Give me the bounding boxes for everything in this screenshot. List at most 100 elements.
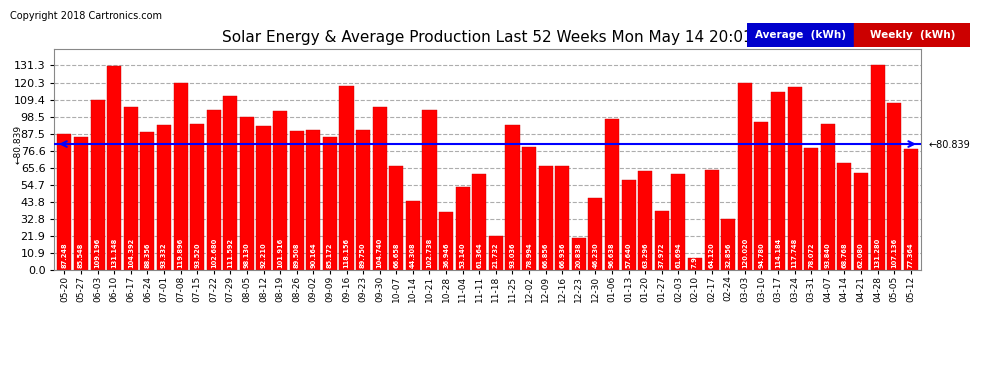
Bar (489, 236, 503, 270)
Text: 44.308: 44.308 (410, 242, 416, 268)
Bar (356, 130, 370, 270)
Title: Solar Energy & Average Production Last 52 Weeks Mon May 14 20:01: Solar Energy & Average Production Last 5… (223, 30, 752, 45)
Bar (804, 148, 818, 270)
Bar (870, 66, 885, 270)
Text: 68.768: 68.768 (842, 242, 847, 268)
Bar (372, 107, 387, 270)
Bar (224, 96, 238, 270)
Bar (439, 212, 453, 270)
Bar (273, 111, 287, 270)
Bar (821, 124, 835, 270)
Bar (472, 174, 486, 270)
Bar (572, 237, 586, 270)
Text: 98.130: 98.130 (244, 242, 249, 268)
Text: 131.148: 131.148 (111, 237, 117, 268)
Text: 93.036: 93.036 (510, 242, 516, 268)
Text: 32.856: 32.856 (726, 242, 732, 268)
Bar (671, 174, 685, 270)
Text: 101.916: 101.916 (277, 237, 283, 268)
Bar (340, 86, 353, 270)
Bar (721, 219, 736, 270)
Bar (173, 83, 188, 270)
Text: 61.694: 61.694 (675, 242, 681, 268)
Text: 62.080: 62.080 (858, 242, 864, 268)
Text: 85.548: 85.548 (78, 242, 84, 268)
Bar (389, 166, 403, 270)
Bar (588, 198, 603, 270)
Bar (455, 187, 469, 270)
Bar (787, 87, 802, 270)
Text: 90.164: 90.164 (310, 242, 317, 268)
Bar (539, 166, 552, 270)
Bar (622, 180, 636, 270)
Bar (654, 211, 669, 270)
Text: Weekly  (kWh): Weekly (kWh) (869, 30, 955, 40)
Text: 37.972: 37.972 (658, 242, 665, 268)
Bar (207, 110, 221, 270)
Text: 78.072: 78.072 (808, 242, 814, 268)
Text: Copyright 2018 Cartronics.com: Copyright 2018 Cartronics.com (10, 11, 162, 21)
Text: 107.136: 107.136 (891, 237, 897, 268)
Text: 102.738: 102.738 (427, 237, 433, 268)
Bar (256, 126, 270, 270)
Bar (57, 134, 71, 270)
Text: 77.364: 77.364 (908, 242, 914, 268)
Bar (141, 132, 154, 270)
Text: 66.856: 66.856 (543, 242, 548, 268)
Text: 93.840: 93.840 (825, 242, 831, 268)
Bar (306, 129, 321, 270)
Bar (190, 124, 204, 270)
FancyBboxPatch shape (854, 22, 970, 47)
Bar (771, 92, 785, 270)
Text: 89.750: 89.750 (360, 242, 366, 268)
Bar (738, 83, 751, 270)
Text: 111.592: 111.592 (228, 237, 234, 268)
Text: 104.392: 104.392 (128, 237, 134, 268)
Text: 78.994: 78.994 (526, 242, 532, 268)
Bar (605, 119, 619, 270)
Text: 131.280: 131.280 (874, 237, 880, 268)
Text: 36.946: 36.946 (444, 242, 449, 268)
Bar (423, 110, 437, 270)
Bar (705, 170, 719, 270)
Text: 63.296: 63.296 (643, 242, 648, 268)
Text: 61.364: 61.364 (476, 242, 482, 268)
FancyBboxPatch shape (747, 22, 854, 47)
Text: 64.120: 64.120 (709, 242, 715, 268)
Text: 93.332: 93.332 (161, 242, 167, 268)
Text: 92.210: 92.210 (260, 242, 266, 268)
Text: 21.732: 21.732 (493, 242, 499, 268)
Text: 102.680: 102.680 (211, 237, 217, 268)
Text: 94.780: 94.780 (758, 242, 764, 268)
Text: 93.520: 93.520 (194, 242, 200, 268)
Bar (157, 124, 171, 270)
Bar (887, 103, 901, 270)
Bar (240, 117, 254, 270)
Text: 20.838: 20.838 (576, 242, 582, 268)
Bar (904, 150, 918, 270)
Text: 109.196: 109.196 (95, 237, 101, 268)
Text: 88.356: 88.356 (145, 242, 150, 268)
Bar (639, 171, 652, 270)
Text: 117.748: 117.748 (792, 237, 798, 268)
Bar (555, 166, 569, 270)
Bar (290, 130, 304, 270)
Bar (90, 100, 105, 270)
Text: 57.640: 57.640 (626, 242, 632, 268)
Bar (124, 107, 138, 270)
Text: 96.638: 96.638 (609, 242, 615, 268)
Text: 120.020: 120.020 (742, 237, 747, 268)
Bar (74, 137, 88, 270)
Text: ←80.839: ←80.839 (14, 124, 23, 164)
Bar (854, 173, 868, 270)
Text: 85.172: 85.172 (327, 242, 333, 268)
Bar (754, 122, 768, 270)
Bar (506, 125, 520, 270)
Text: 66.658: 66.658 (393, 242, 399, 268)
Text: 53.140: 53.140 (459, 242, 465, 268)
Text: Average  (kWh): Average (kWh) (755, 30, 846, 40)
Text: 66.936: 66.936 (559, 242, 565, 268)
Bar (688, 258, 702, 270)
Bar (107, 66, 121, 270)
Text: 118.156: 118.156 (344, 237, 349, 268)
